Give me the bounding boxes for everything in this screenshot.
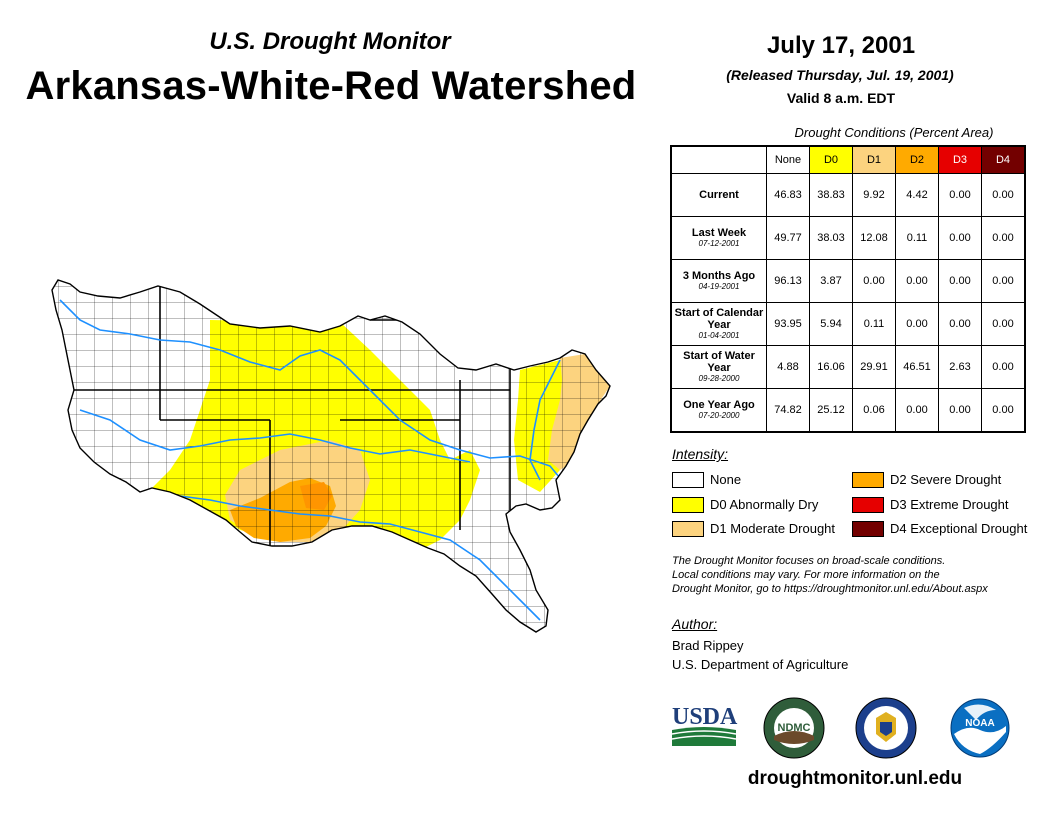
table-caption: Drought Conditions (Percent Area): [794, 125, 994, 140]
row-label: Last Week 07-12-2001: [670, 216, 767, 260]
table-cell: 0.00: [981, 302, 1026, 346]
table-cell: 46.83: [766, 173, 810, 217]
legend-swatch: [852, 497, 884, 513]
table-cell: 16.06: [809, 345, 853, 389]
table-cell: 5.94: [809, 302, 853, 346]
column-header: D1: [852, 145, 896, 174]
legend-swatch: [852, 521, 884, 537]
canadian-river: [79, 409, 471, 463]
row-label: 3 Months Ago 04-19-2001: [670, 259, 767, 303]
usda-logo-text: USDA: [672, 704, 738, 730]
column-header: D4: [981, 145, 1026, 174]
table-cell: 38.83: [809, 173, 853, 217]
white-river: [529, 359, 561, 481]
ndmc-logo-text: NDMC: [778, 722, 811, 734]
ndmc-logo: NDMC: [763, 697, 825, 759]
table-corner: [671, 146, 767, 174]
legend-swatch: [852, 472, 884, 488]
table-cell: 0.00: [938, 259, 982, 303]
table-cell: 0.00: [895, 302, 939, 346]
table-cell: 4.88: [766, 345, 810, 389]
map-title: Arkansas-White-Red Watershed: [25, 64, 637, 108]
table-cell: 0.00: [895, 259, 939, 303]
table-row: Last Week 07-12-2001 49.77 38.03 12.08 0.…: [670, 216, 1026, 260]
table-cell: 9.92: [852, 173, 896, 217]
table-cell: 12.08: [852, 216, 896, 260]
table-row: Current 46.83 38.83 9.92 4.42 0.00 0.00: [670, 173, 1026, 217]
noaa-logo-text: NOAA: [965, 718, 994, 729]
table-cell: 3.87: [809, 259, 853, 303]
table-cell: 38.03: [809, 216, 853, 260]
author-name: Brad Rippey: [672, 638, 744, 653]
column-header: D2: [895, 145, 939, 174]
column-header: D0: [809, 145, 853, 174]
legend-label: D4 Exceptional Drought: [890, 521, 1028, 536]
table-cell: 0.00: [981, 216, 1026, 260]
release-date: (Released Thursday, Jul. 19, 2001): [726, 67, 954, 83]
table-cell: 74.82: [766, 388, 810, 433]
disclaimer-note: The Drought Monitor focuses on broad-sca…: [672, 555, 988, 595]
website-url[interactable]: droughtmonitor.unl.edu: [747, 768, 963, 789]
legend-label: None: [710, 472, 742, 487]
table-cell: 0.00: [981, 345, 1026, 389]
author-heading: Author:: [672, 616, 718, 632]
map-date: July 17, 2001: [766, 32, 916, 59]
legend-label: D0 Abnormally Dry: [710, 497, 819, 512]
watershed-map: [51, 279, 611, 633]
row-label: Current: [670, 173, 767, 217]
usda-logo: USDA: [671, 704, 738, 746]
noaa-logo: NOAA: [950, 698, 1010, 758]
legend-label: D1 Moderate Drought: [710, 521, 836, 536]
row-label: Start of Calendar Year 01-04-2001: [670, 302, 767, 346]
table-cell: 0.00: [981, 388, 1026, 433]
table-cell: 49.77: [766, 216, 810, 260]
row-label: Start of Water Year 09-28-2000: [670, 345, 767, 389]
legend-swatch: [672, 497, 704, 513]
table-row: One Year Ago 07-20-2000 74.82 25.12 0.06 …: [670, 388, 1026, 433]
table-cell: 0.00: [852, 259, 896, 303]
table-cell: 29.91: [852, 345, 896, 389]
commerce-seal-icon: [855, 697, 917, 759]
table-row: Start of Water Year 09-28-2000 4.88 16.06…: [670, 345, 1026, 389]
valid-time: Valid 8 a.m. EDT: [786, 90, 896, 106]
table-cell: 0.00: [938, 216, 982, 260]
table-cell: 0.00: [938, 302, 982, 346]
table-cell: 96.13: [766, 259, 810, 303]
table-cell: 4.42: [895, 173, 939, 217]
table-cell: 0.06: [852, 388, 896, 433]
table-cell: 0.00: [981, 259, 1026, 303]
drought-conditions-table: None D0 D1 D2 D3 D4 Current 46.83 38.83 …: [670, 145, 1026, 433]
column-header: None: [766, 145, 810, 174]
table-cell: 93.95: [766, 302, 810, 346]
table-cell: 2.63: [938, 345, 982, 389]
legend-swatch: [672, 472, 704, 488]
table-cell: 0.00: [938, 173, 982, 217]
table-cell: 0.00: [895, 388, 939, 433]
arkansas-river: [59, 299, 571, 491]
red-river: [149, 489, 541, 621]
table-row: Start of Calendar Year 01-04-2001 93.95 5…: [670, 302, 1026, 346]
map-subtitle: U.S. Drought Monitor: [209, 28, 451, 55]
row-label: One Year Ago 07-20-2000: [670, 388, 767, 433]
table-cell: 0.00: [981, 173, 1026, 217]
table-cell: 0.11: [852, 302, 896, 346]
table-cell: 25.12: [809, 388, 853, 433]
table-cell: 0.11: [895, 216, 939, 260]
legend-swatch: [672, 521, 704, 537]
legend-label: D3 Extreme Drought: [890, 497, 1009, 512]
table-cell: 46.51: [895, 345, 939, 389]
author-organization: U.S. Department of Agriculture: [672, 657, 849, 672]
table-row: 3 Months Ago 04-19-2001 96.13 3.87 0.00 0…: [670, 259, 1026, 303]
legend-heading: Intensity:: [672, 446, 729, 462]
column-header: D3: [938, 145, 982, 174]
table-cell: 0.00: [938, 388, 982, 433]
legend-label: D2 Severe Drought: [890, 472, 1002, 487]
